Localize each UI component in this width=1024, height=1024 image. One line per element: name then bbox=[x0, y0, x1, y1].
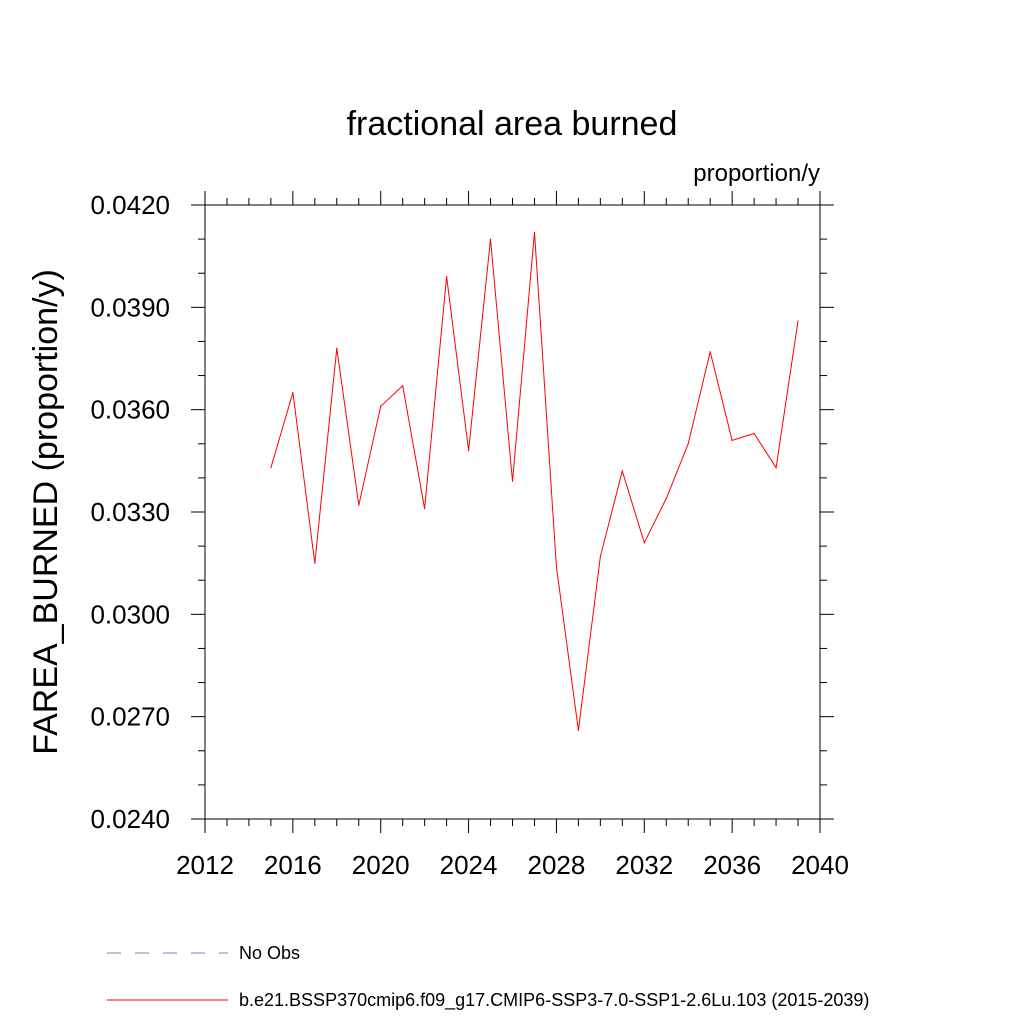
data-point bbox=[424, 507, 426, 510]
data-point bbox=[446, 276, 448, 278]
x-tick-label: 2040 bbox=[791, 850, 849, 880]
data-point bbox=[753, 432, 755, 435]
y-tick-labels: 0.0240 0.0270 0.0300 0.0330 0.0360 0.0390 0.04… bbox=[90, 190, 170, 834]
data-point bbox=[511, 480, 514, 482]
chart-title: fractional area burned bbox=[347, 105, 678, 143]
x-tick-label: 2020 bbox=[352, 850, 410, 880]
y-tick-label: 0.0360 bbox=[90, 395, 170, 425]
data-point bbox=[775, 467, 777, 469]
y-tick-label: 0.0330 bbox=[90, 497, 170, 527]
data-point bbox=[292, 392, 294, 394]
x-tick-label: 2032 bbox=[615, 850, 673, 880]
data-point bbox=[533, 231, 536, 233]
data-point bbox=[380, 405, 382, 407]
x-tick-label: 2024 bbox=[440, 850, 498, 880]
y-axis-label: FAREA_BURNED (proportion/y) bbox=[27, 269, 65, 755]
data-point bbox=[665, 497, 667, 499]
y-tick-label: 0.0390 bbox=[90, 292, 170, 322]
data-point bbox=[270, 467, 272, 469]
data-point bbox=[731, 439, 733, 441]
legend-label: No Obs bbox=[239, 943, 300, 963]
x-tick-label: 2012 bbox=[176, 850, 234, 880]
data-point bbox=[599, 555, 601, 557]
x-tick-label: 2028 bbox=[528, 850, 586, 880]
data-point bbox=[577, 729, 579, 731]
legend: No Obs b.e21.BSSP370cmip6.f09_g17.CMIP6-S… bbox=[107, 943, 869, 1011]
series-group bbox=[270, 231, 799, 731]
x-tick-labels: 2012 2016 2020 2024 2028 2032 2036 2040 bbox=[176, 850, 849, 880]
data-point bbox=[797, 320, 799, 322]
y-tick-label: 0.0300 bbox=[90, 599, 170, 629]
data-point bbox=[402, 385, 404, 387]
data-point bbox=[555, 565, 558, 568]
data-point bbox=[314, 562, 316, 564]
axis-ticks bbox=[191, 191, 834, 833]
x-tick-label: 2016 bbox=[264, 850, 322, 880]
y-tick-label: 0.0270 bbox=[90, 702, 170, 732]
data-point bbox=[709, 351, 711, 353]
legend-label: b.e21.BSSP370cmip6.f09_g17.CMIP6-SSP3-7.… bbox=[239, 990, 869, 1011]
data-point bbox=[621, 470, 623, 472]
y-tick-label: 0.0420 bbox=[90, 190, 170, 220]
data-point bbox=[336, 347, 338, 349]
data-point bbox=[489, 238, 492, 240]
data-point bbox=[467, 450, 470, 452]
y-tick-label: 0.0240 bbox=[90, 804, 170, 834]
units-label: proportion/y bbox=[693, 160, 820, 187]
series-line bbox=[270, 232, 799, 731]
x-tick-label: 2036 bbox=[703, 850, 761, 880]
data-point bbox=[687, 443, 689, 445]
data-point bbox=[358, 504, 360, 506]
data-point bbox=[643, 542, 645, 544]
plot-frame bbox=[204, 204, 821, 820]
